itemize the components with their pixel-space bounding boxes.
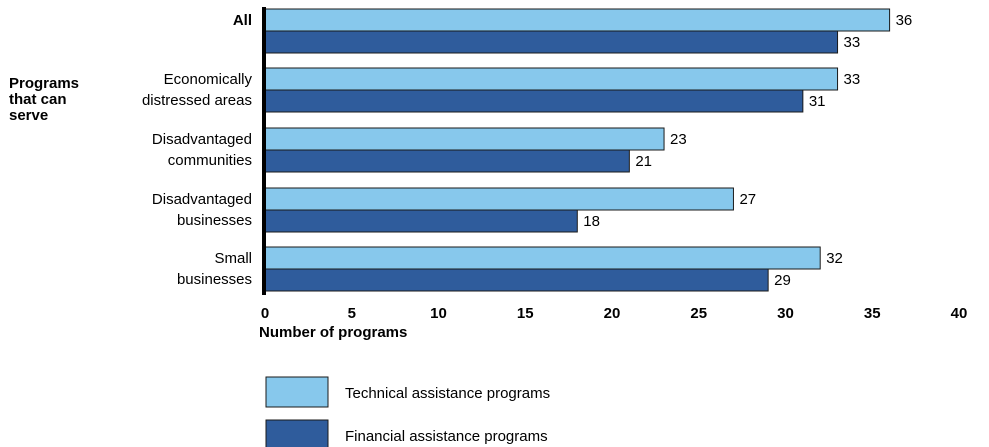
value-label-financial-1: 31 — [809, 93, 826, 110]
legend-label-financial: Financial assistance programs — [345, 428, 548, 445]
x-tick-label-15: 15 — [517, 305, 534, 322]
x-tick-label-20: 20 — [604, 305, 621, 322]
group-label-line-1: that can — [9, 91, 67, 108]
category-label-3-line-1: businesses — [177, 212, 252, 229]
category-labels: All Economically distressed areas Disadvant… — [142, 12, 253, 288]
category-label-1-line-0: Economically — [164, 71, 253, 88]
x-tick-label-35: 35 — [864, 305, 881, 322]
bar-technical-4 — [264, 246, 821, 270]
bar-financial-4 — [264, 268, 769, 292]
value-label-technical-0: 36 — [896, 12, 913, 29]
value-label-technical-2: 23 — [670, 131, 687, 148]
category-label-2-line-1: communities — [168, 152, 252, 169]
bar-technical-3 — [264, 187, 734, 211]
x-tick-label-25: 25 — [690, 305, 707, 322]
category-label-3-line-0: Disadvantaged — [152, 191, 252, 208]
category-label-0-line-0: All — [233, 12, 252, 29]
category-label-4-line-0: Small — [214, 250, 252, 267]
value-label-financial-4: 29 — [774, 272, 791, 289]
legend-swatch-technical — [265, 376, 329, 408]
x-tick-label-10: 10 — [430, 305, 447, 322]
bar-financial-1 — [264, 89, 804, 113]
value-label-financial-0: 33 — [844, 34, 861, 51]
x-tick-label-0: 0 — [261, 305, 269, 322]
group-label-line-2: serve — [9, 107, 48, 124]
value-labels: 36 33 33 31 23 21 27 18 32 29 — [583, 12, 912, 289]
category-label-1-line-1: distressed areas — [142, 92, 252, 109]
value-label-technical-3: 27 — [739, 191, 756, 208]
group-label-line-0: Programs — [9, 75, 79, 92]
bar-technical-0 — [264, 8, 891, 32]
x-tick-label-40: 40 — [951, 305, 968, 322]
x-tick-label-30: 30 — [777, 305, 794, 322]
legend-swatch-financial — [265, 419, 329, 447]
x-axis-title: Number of programs — [259, 324, 407, 341]
bar-technical-1 — [264, 67, 839, 91]
value-label-technical-4: 32 — [826, 250, 843, 267]
value-label-technical-1: 33 — [844, 71, 861, 88]
value-label-financial-2: 21 — [635, 153, 652, 170]
bar-financial-2 — [264, 149, 630, 173]
x-tick-labels: 0 5 10 15 20 25 30 35 40 — [261, 305, 968, 322]
legend: Technical assistance programs Financial a… — [265, 376, 550, 447]
bar-financial-0 — [264, 30, 839, 54]
bar-technical-2 — [264, 127, 665, 151]
bars — [264, 8, 891, 292]
bar-financial-3 — [264, 209, 578, 233]
category-label-2-line-0: Disadvantaged — [152, 131, 252, 148]
value-label-financial-3: 18 — [583, 213, 600, 230]
category-label-4-line-1: businesses — [177, 271, 252, 288]
x-tick-label-5: 5 — [348, 305, 356, 322]
legend-label-technical: Technical assistance programs — [345, 385, 550, 402]
